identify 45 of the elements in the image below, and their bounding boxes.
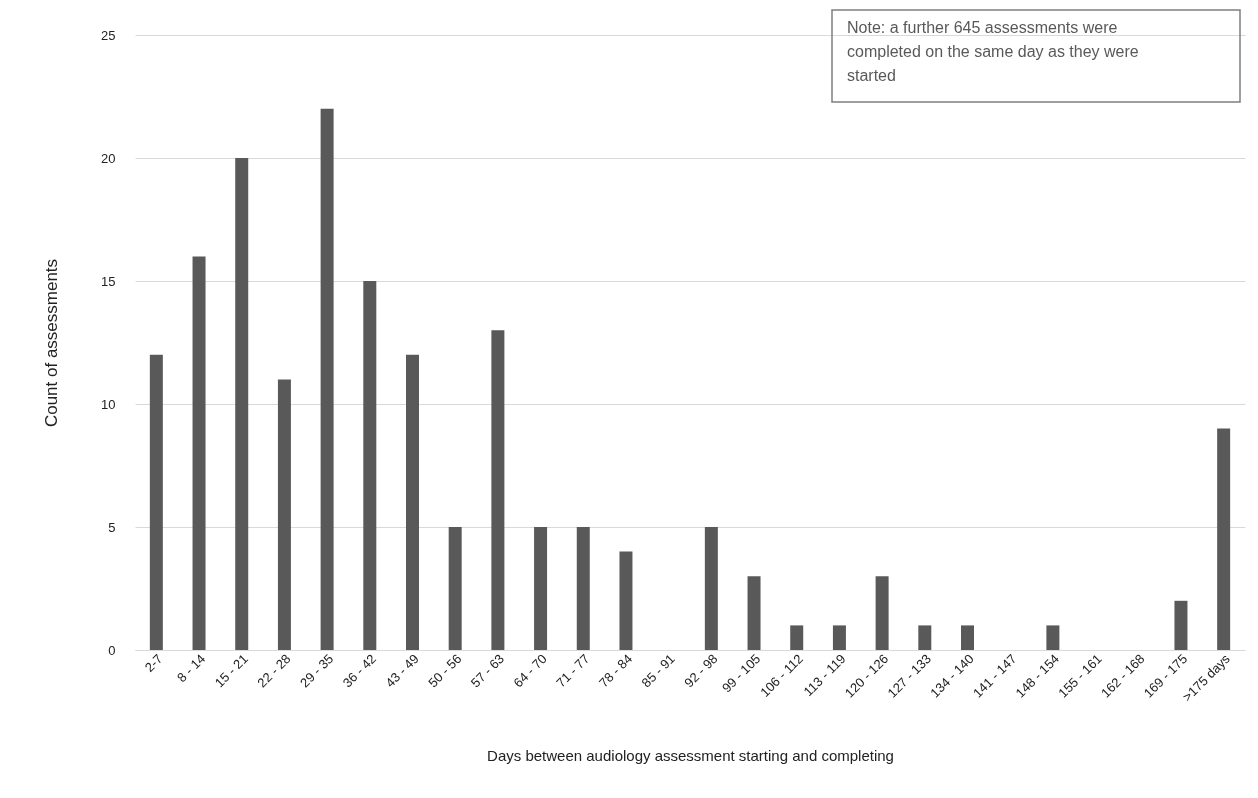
annotation: Note: a further 645 assessments were completed on the same day as they were started xyxy=(847,19,1139,84)
x-tick-label: 71 - 77 xyxy=(553,651,593,691)
x-tick-label: 43 - 49 xyxy=(382,651,422,691)
y-axis-title: Count of assessments xyxy=(42,258,62,428)
bar xyxy=(1046,625,1060,650)
x-tick-label: 22 - 28 xyxy=(254,651,294,691)
x-tick-label: 36 - 42 xyxy=(339,651,379,691)
x-tick-label: 85 - 91 xyxy=(638,651,678,691)
bar xyxy=(875,576,889,650)
x-tick-label: 64 - 70 xyxy=(510,651,550,691)
x-tick-label: 57 - 63 xyxy=(467,651,508,691)
bar xyxy=(491,330,505,650)
bar xyxy=(619,551,633,650)
bar xyxy=(448,527,462,650)
bar xyxy=(747,576,761,650)
x-tick-label: 15 - 21 xyxy=(211,651,251,691)
bar xyxy=(406,354,419,650)
bar xyxy=(1217,428,1231,650)
bar xyxy=(576,527,590,650)
bar xyxy=(534,527,548,650)
y-tick-label: 0 xyxy=(108,642,116,658)
x-tick-label: 2-7 xyxy=(141,651,166,675)
y-tick-label: 10 xyxy=(101,396,116,412)
bar xyxy=(149,354,163,650)
x-tick-label: 78 - 84 xyxy=(595,651,636,691)
bar xyxy=(704,527,718,650)
x-tick-label: 8 - 14 xyxy=(174,651,209,686)
y-tick-label: 20 xyxy=(101,150,116,166)
x-tick-label: 92 - 98 xyxy=(681,651,721,691)
x-axis-title: Days between audiology assessment starting and completing xyxy=(487,747,894,765)
bar xyxy=(277,379,291,650)
bar xyxy=(235,158,249,650)
bar xyxy=(832,625,846,650)
y-tick-label: 15 xyxy=(101,273,116,289)
x-tick-label: 29 - 35 xyxy=(297,651,337,691)
bar xyxy=(1174,600,1188,650)
y-tick-label: 5 xyxy=(108,519,116,535)
bar xyxy=(320,108,334,650)
bar xyxy=(961,625,974,650)
bar xyxy=(192,256,206,650)
bar xyxy=(918,625,932,650)
bar xyxy=(790,625,804,650)
y-tick-label: 25 xyxy=(101,27,116,43)
x-tick-label: 50 - 56 xyxy=(425,651,465,691)
bar xyxy=(363,281,377,650)
